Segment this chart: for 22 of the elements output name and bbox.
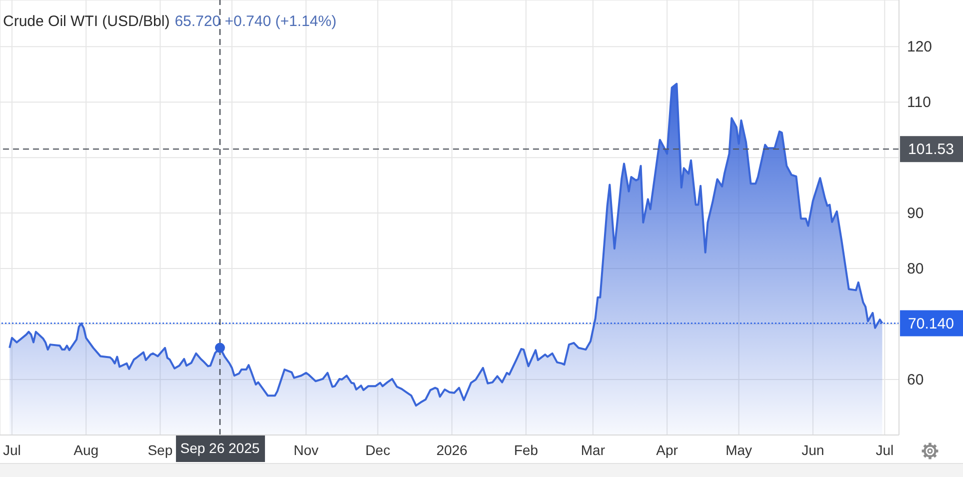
x-tick-label: Feb [514, 442, 538, 458]
x-tick-label: Apr [656, 442, 678, 458]
x-tick-label: 2026 [436, 442, 468, 458]
x-tick-label: Mar [580, 442, 606, 458]
x-tick-label: Jun [802, 442, 824, 458]
x-tick-label: Jul [876, 442, 894, 458]
x-tick-label: Jul [3, 442, 21, 458]
y-tick-label: 110 [907, 94, 931, 112]
y-tick-label: 60 [907, 372, 924, 389]
y-tick-label: 120 [907, 38, 932, 56]
ref-line-label: 70.140 [908, 315, 954, 332]
text: Crude Oil WTI (USD/Bbl) [3, 13, 170, 30]
x-tick-label: Aug [74, 442, 99, 458]
x-tick-label: Nov [294, 442, 318, 458]
x-tick-label: Sep [148, 442, 173, 458]
ref-line-label: Sep 26 2025 [180, 440, 260, 456]
x-tick-label: May [726, 442, 752, 458]
text: 65.720 +0.740 (+1.14%) [174, 13, 336, 30]
ref-line-label: 101.53 [908, 141, 954, 158]
y-tick-label: 90 [907, 205, 924, 222]
x-tick-label: Dec [365, 442, 390, 458]
y-tick-label: 80 [907, 260, 924, 278]
